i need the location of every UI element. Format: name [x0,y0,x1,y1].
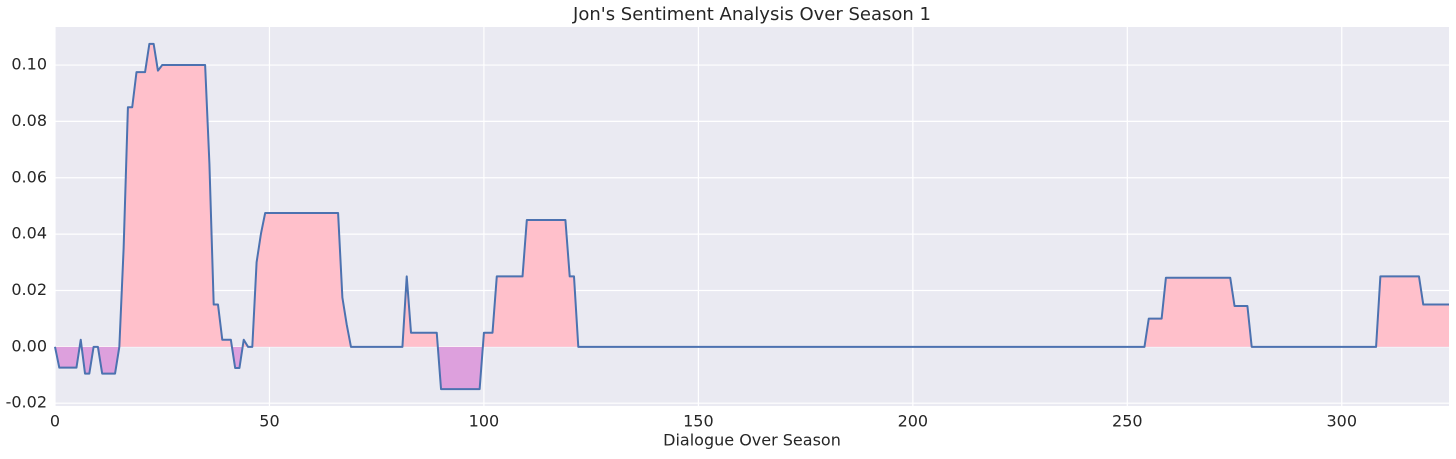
x-axis-label: Dialogue Over Season [663,431,841,450]
y-tick-label: 0.06 [11,167,47,186]
y-tick-label: 0.02 [11,280,47,299]
y-tick-label: 0.08 [11,111,47,130]
x-tick-label: 0 [50,412,60,431]
x-tick-label: 100 [469,412,500,431]
x-tick-label: 50 [259,412,279,431]
positive-area [55,43,1449,347]
y-tick-label: 0.00 [11,336,47,355]
y-tick-label: -0.02 [6,393,47,412]
negative-area [55,346,483,390]
x-tick-label: 200 [898,412,929,431]
line [54,42,1449,391]
x-tick-label: 150 [683,412,714,431]
x-tick-label: 300 [1326,412,1357,431]
y-tick-label: 0.10 [11,55,47,74]
x-tick-label: 250 [1112,412,1143,431]
y-tick-label: 0.04 [11,224,47,243]
chart-title: Jon's Sentiment Analysis Over Season 1 [572,4,931,25]
